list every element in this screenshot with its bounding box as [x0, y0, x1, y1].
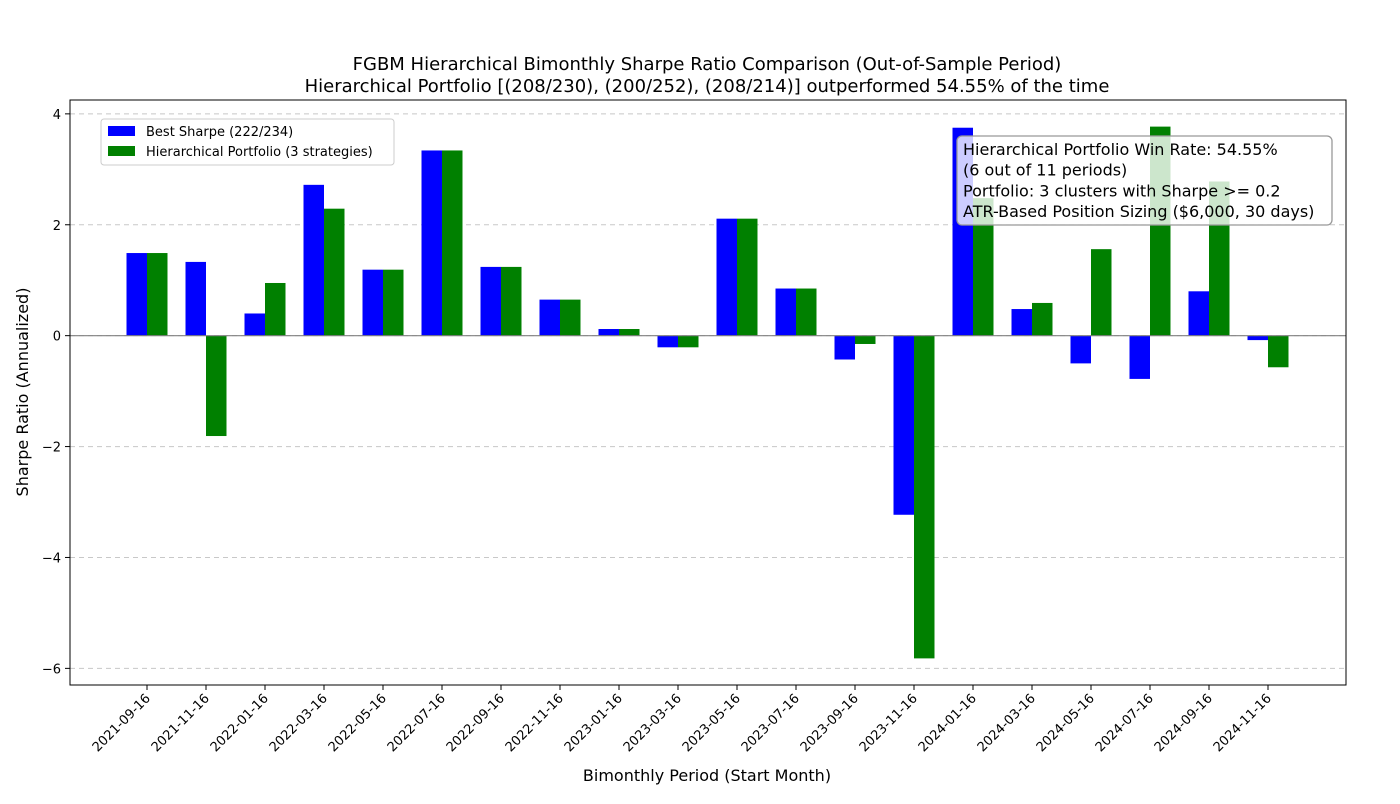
annotation-line: Portfolio: 3 clusters with Sharpe >= 0.2 — [963, 181, 1281, 200]
x-tick-label: 2024-11-16 — [1211, 691, 1275, 755]
bar-hierarchical — [442, 150, 463, 336]
x-tick-label: 2024-03-16 — [975, 691, 1039, 755]
legend-swatch — [108, 146, 135, 156]
x-tick-label: 2022-03-16 — [267, 691, 331, 755]
bar-best-sharpe — [716, 218, 737, 336]
win-rate-annotation: Hierarchical Portfolio Win Rate: 54.55% (… — [956, 135, 1333, 226]
bar-hierarchical — [796, 288, 817, 336]
x-axis-label: Bimonthly Period (Start Month) — [583, 766, 831, 785]
annotation-line: (6 out of 11 periods) — [963, 161, 1127, 180]
x-tick-label: 2024-07-16 — [1093, 691, 1157, 755]
x-tick-label: 2023-05-16 — [680, 691, 744, 755]
x-tick-label: 2023-07-16 — [739, 691, 803, 755]
bar-hierarchical — [265, 282, 286, 336]
chart-title: FGBM Hierarchical Bimonthly Sharpe Ratio… — [353, 54, 1062, 75]
x-tick-label: 2023-11-16 — [857, 691, 921, 755]
annotation-line: Hierarchical Portfolio Win Rate: 54.55% — [963, 140, 1278, 159]
x-tick-label: 2024-01-16 — [916, 691, 980, 755]
y-tick-label: −2 — [42, 441, 61, 456]
legend-box — [100, 118, 395, 166]
bar-hierarchical — [1032, 302, 1053, 336]
x-tick-label: 2022-01-16 — [208, 691, 272, 755]
bar-hierarchical — [619, 329, 640, 336]
annotation-box — [956, 135, 1333, 226]
legend-entry: Best Sharpe (222/234) — [146, 125, 293, 140]
bar-hierarchical — [1091, 249, 1112, 336]
bars — [126, 126, 1289, 659]
bar-best-sharpe — [775, 288, 796, 336]
bar-hierarchical — [560, 299, 581, 336]
y-tick-label: 2 — [53, 219, 61, 234]
bar-best-sharpe — [480, 266, 501, 336]
bar-hierarchical — [914, 335, 935, 659]
bar-hierarchical — [501, 266, 522, 336]
bar-best-sharpe — [244, 313, 265, 336]
bar-best-sharpe — [598, 329, 619, 336]
x-tick-label: 2023-01-16 — [562, 691, 626, 755]
y-tick-label: 4 — [53, 108, 61, 123]
x-tick-label: 2024-09-16 — [1152, 691, 1216, 755]
bar-best-sharpe — [893, 335, 914, 515]
bar-hierarchical — [206, 335, 227, 437]
x-tick-label: 2022-11-16 — [503, 691, 567, 755]
legend: Best Sharpe (222/234) Hierarchical Portfo… — [100, 118, 395, 166]
x-tick-label: 2022-05-16 — [326, 691, 390, 755]
bar-best-sharpe — [303, 184, 324, 336]
bar-hierarchical — [973, 198, 994, 336]
y-tick-label: 0 — [53, 330, 61, 345]
bar-hierarchical — [737, 218, 758, 336]
bar-best-sharpe — [1188, 291, 1209, 336]
bar-best-sharpe — [1247, 335, 1268, 341]
bar-best-sharpe — [185, 261, 206, 336]
legend-entry: Hierarchical Portfolio (3 strategies) — [146, 145, 373, 160]
bar-hierarchical — [855, 335, 876, 344]
bar-hierarchical — [324, 208, 345, 336]
x-tick-label: 2023-09-16 — [798, 691, 862, 755]
bar-hierarchical — [147, 253, 168, 336]
legend-swatch — [108, 126, 135, 136]
bar-best-sharpe — [1129, 335, 1150, 379]
bar-best-sharpe — [362, 269, 383, 336]
x-tick-label: 2022-09-16 — [444, 691, 508, 755]
bar-best-sharpe — [657, 335, 678, 348]
bar-best-sharpe — [834, 335, 855, 360]
y-tick-label: −4 — [42, 551, 61, 566]
plot-frame — [69, 99, 1347, 686]
bar-best-sharpe — [1070, 335, 1091, 364]
annotation-line: ATR-Based Position Sizing ($6,000, 30 da… — [963, 202, 1314, 221]
x-tick-label: 2021-11-16 — [149, 691, 213, 755]
bar-best-sharpe — [421, 150, 442, 336]
bar-hierarchical — [383, 269, 404, 336]
chart-subtitle: Hierarchical Portfolio [(208/230), (200/… — [305, 76, 1110, 97]
y-axis-label: Sharpe Ratio (Annualized) — [13, 288, 32, 497]
bar-hierarchical — [1268, 335, 1289, 368]
x-tick-label: 2021-09-16 — [90, 691, 154, 755]
y-tick-label: −6 — [42, 662, 61, 677]
bar-hierarchical — [678, 335, 699, 348]
x-tick-label: 2022-07-16 — [385, 691, 449, 755]
x-tick-label: 2024-05-16 — [1034, 691, 1098, 755]
x-tick-label: 2023-03-16 — [621, 691, 685, 755]
bar-best-sharpe — [1011, 309, 1032, 336]
bar-best-sharpe — [539, 299, 560, 336]
bar-best-sharpe — [126, 253, 147, 336]
